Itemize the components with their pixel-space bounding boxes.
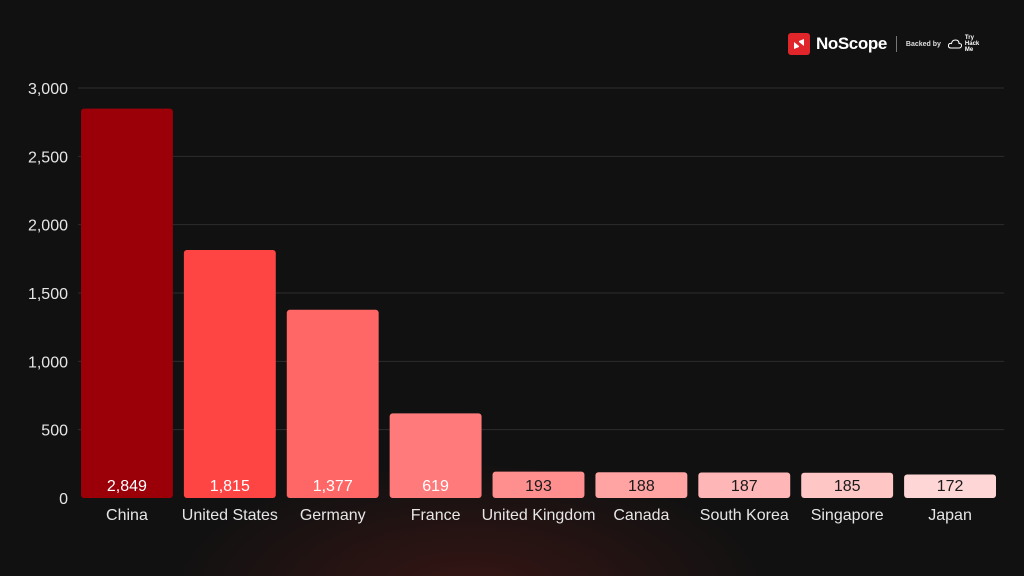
y-tick-label: 2,000 [28,218,68,235]
noscope-logo-icon [788,33,810,55]
bar [183,249,276,498]
data-label: 1,815 [210,478,250,495]
x-tick-label: China [106,507,148,524]
bar [389,413,482,498]
y-tick-label: 1,000 [28,354,68,371]
bar [81,108,173,499]
bar [492,471,585,498]
x-tick-label: Singapore [811,507,884,524]
data-label: 185 [834,478,861,495]
x-tick-label: France [411,507,461,524]
data-label: 188 [628,478,655,495]
data-label: 193 [525,478,552,495]
y-tick-label: 2,500 [28,149,68,166]
y-axis-ticks: 0 500 1,000 1,500 2,000 2,500 3,000 [28,81,68,508]
backed-by-label: Backed by [905,40,941,48]
brand-divider [895,36,897,52]
x-tick-label: Germany [300,507,366,524]
y-tick-label: 3,000 [28,81,68,98]
data-label: 187 [731,478,758,495]
y-tick-label: 1,500 [28,286,68,303]
x-tick-label: South Korea [700,507,789,524]
data-label: 172 [937,478,964,495]
bars [81,108,996,499]
partner-word-2: Hack [964,41,980,47]
tryhackme-logo: Try Hack Me [947,35,979,53]
partner-word-3: Me [964,47,974,53]
brand-header: NoScope Backed by Try Hack Me [788,32,979,56]
y-tick-label: 500 [41,423,68,440]
data-label: 2,849 [107,478,147,495]
partner-word-1: Try [964,35,974,41]
bar [286,309,379,498]
x-axis-categories: China United States Germany France United Ki… [106,507,972,524]
bar [595,472,688,498]
data-label: 619 [422,478,449,495]
data-label: 1,377 [313,478,353,495]
x-tick-label: United States [182,507,278,524]
bar [801,472,894,498]
bar [904,474,996,498]
x-tick-label: Japan [928,507,972,524]
bar [698,472,791,498]
brand-name: NoScope [816,34,887,53]
x-tick-label: United Kingdom [482,507,596,524]
x-tick-label: Canada [613,507,669,524]
value-labels: 2,849 1,815 1,377 619 193 188 187 185 172 [107,478,964,495]
y-tick-label: 0 [59,491,68,508]
cloud-icon [947,39,962,49]
